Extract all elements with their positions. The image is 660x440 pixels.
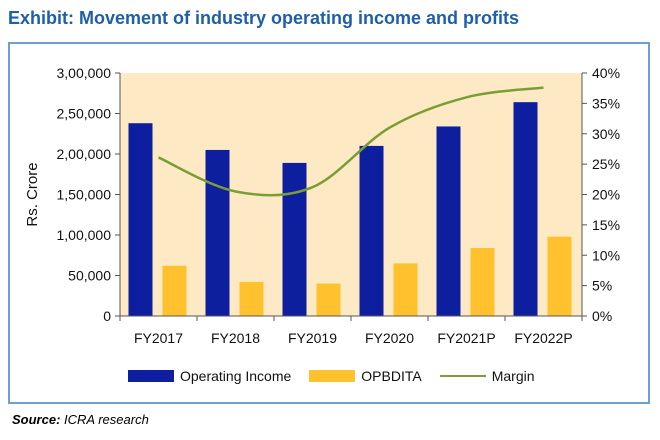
y-tick-label: 50,000 (68, 268, 111, 284)
x-tick-label: FY2019 (288, 330, 337, 346)
x-tick-label: FY2017 (134, 330, 183, 346)
source-note: Source: ICRA research (12, 412, 149, 427)
y-axis-label: Rs. Crore (24, 162, 41, 226)
legend-label-opbdita: OPBDITA (361, 368, 422, 384)
y-tick-label: 3,00,000 (57, 65, 112, 81)
x-tick-label: FY2020 (365, 330, 414, 346)
legend-item-margin: Margin (439, 368, 535, 384)
bar-opbdita (162, 265, 187, 316)
bar-operating-income (436, 126, 461, 317)
bars-group (128, 102, 572, 317)
y-tick-label: 0 (103, 308, 111, 324)
source-label: Source: (12, 412, 61, 427)
bar-operating-income (205, 149, 230, 316)
page-title: Exhibit: Movement of industry operating … (8, 8, 520, 28)
legend-swatch-operating-income (128, 370, 174, 382)
bar-operating-income (359, 145, 384, 316)
y2-tick-label: 5% (592, 278, 612, 294)
y2-tick-label: 15% (592, 217, 620, 233)
y-tick-label: 1,50,000 (57, 187, 112, 203)
bar-opbdita (547, 236, 572, 316)
y-tick-label: 1,00,000 (57, 227, 112, 243)
bar-opbdita (393, 263, 418, 316)
plot-area (120, 73, 582, 316)
legend-label-operating-income: Operating Income (180, 368, 292, 384)
x-tick-label: FY2018 (211, 330, 260, 346)
y-tick-label: 2,00,000 (57, 146, 112, 162)
legend-item-operating-income: Operating Income (128, 368, 291, 384)
axes-group: 0 50,000 1,00,000 1,50,000 2,00,000 2,50,000 3… (57, 65, 621, 346)
y2-tick-label: 35% (592, 95, 620, 111)
margin-line-group (157, 86, 544, 197)
bar-opbdita (316, 283, 341, 316)
y2-tick-label: 20% (592, 187, 620, 203)
legend-swatch-opbdita (309, 370, 356, 382)
y2-tick-label: 25% (592, 156, 620, 172)
y2-tick-label: 0% (592, 308, 612, 324)
y-tick-label: 2,50,000 (57, 106, 112, 122)
legend-swatch-margin (439, 375, 486, 377)
bar-operating-income (128, 123, 153, 316)
bar-operating-income (513, 102, 538, 316)
y2-tick-label: 10% (592, 247, 620, 263)
y2-tick-label: 40% (592, 65, 620, 81)
legend: Operating Income OPBDITA Margin (128, 368, 535, 384)
y2-tick-label: 30% (592, 126, 620, 142)
source-text: ICRA research (64, 412, 149, 427)
margin-line (157, 86, 544, 197)
x-tick-label: FY2022P (514, 330, 572, 346)
bar-operating-income (282, 162, 307, 316)
bar-opbdita (239, 281, 264, 316)
legend-label-margin: Margin (491, 368, 535, 384)
x-tick-label: FY2021P (437, 330, 495, 346)
legend-item-opbdita: OPBDITA (309, 368, 422, 384)
bar-opbdita (470, 247, 495, 316)
